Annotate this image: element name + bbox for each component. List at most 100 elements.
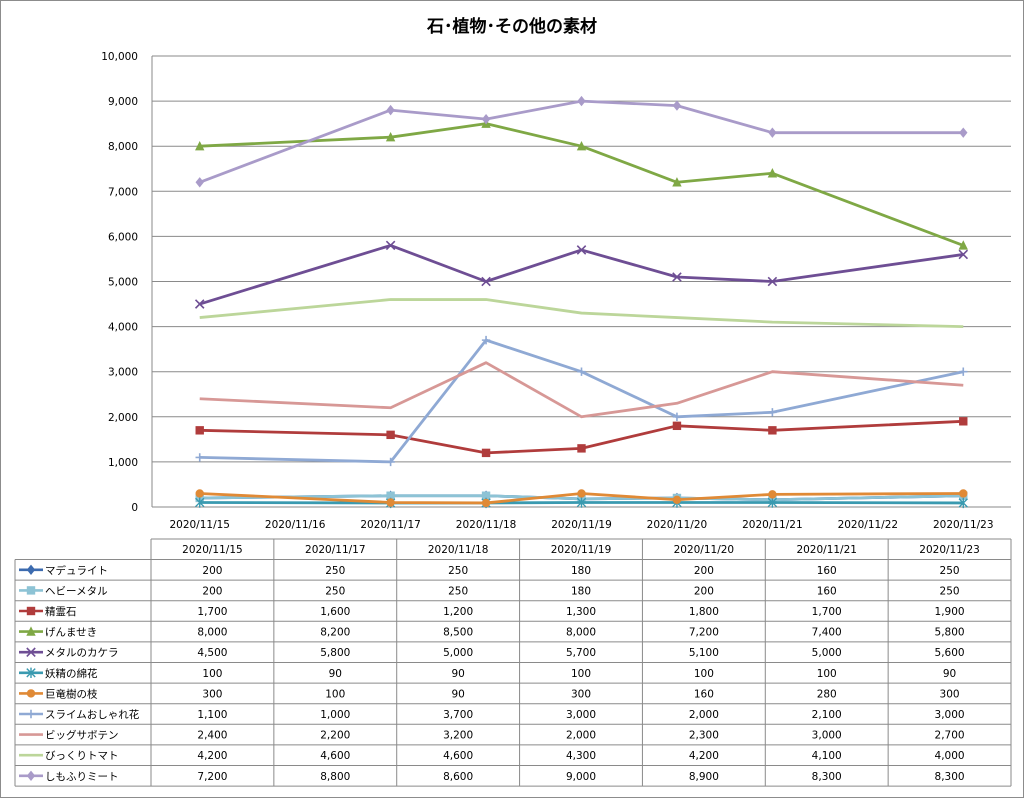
table-row-label: ヘビーメタル bbox=[45, 585, 108, 597]
data-point bbox=[577, 367, 586, 376]
table-row-label: 巨竜樹の枝 bbox=[45, 687, 98, 700]
table-cell: 8,900 bbox=[689, 771, 719, 783]
data-point bbox=[195, 177, 204, 188]
series-group bbox=[199, 361, 964, 419]
series-group bbox=[195, 118, 968, 250]
legend-key bbox=[19, 626, 43, 636]
data-point bbox=[195, 141, 205, 151]
data-point bbox=[194, 299, 205, 309]
data-point bbox=[768, 490, 777, 499]
x-tick-label: 2020/11/15 bbox=[169, 519, 230, 531]
data-point bbox=[672, 421, 682, 431]
table-cell: 100 bbox=[325, 688, 345, 700]
table-cell: 3,000 bbox=[935, 709, 965, 721]
data-point bbox=[768, 127, 777, 138]
data-point bbox=[386, 457, 395, 467]
table-cell: 4,600 bbox=[443, 750, 473, 762]
legend-marker bbox=[26, 626, 36, 636]
table-cell: 1,700 bbox=[197, 606, 227, 618]
table-cell: 2,400 bbox=[197, 730, 227, 742]
legend-marker bbox=[26, 586, 36, 595]
data-point bbox=[481, 113, 491, 125]
legend-marker bbox=[26, 647, 36, 657]
data-point bbox=[386, 498, 395, 507]
legend-marker bbox=[26, 606, 36, 616]
data-point bbox=[385, 240, 396, 251]
data-point bbox=[481, 276, 491, 287]
x-tick-label: 2020/11/20 bbox=[647, 519, 708, 531]
chart-title: 石･植物･その他の素材 bbox=[426, 16, 597, 37]
table-cell: 5,600 bbox=[935, 647, 965, 659]
table-cell: 4,200 bbox=[197, 750, 227, 762]
table-header-cell: 2020/11/19 bbox=[551, 544, 612, 556]
y-tick-label: 9,000 bbox=[108, 96, 138, 108]
table-cell: 2,300 bbox=[689, 730, 719, 742]
table-cell: 100 bbox=[817, 668, 837, 680]
data-point bbox=[958, 497, 968, 509]
table-row-label: マデュライト bbox=[45, 564, 108, 577]
x-tick-label: 2020/11/23 bbox=[933, 519, 994, 531]
data-point bbox=[767, 168, 778, 178]
y-tick-label: 5,000 bbox=[108, 277, 138, 289]
y-tick-label: 6,000 bbox=[108, 231, 138, 243]
x-tick-label: 2020/11/21 bbox=[742, 519, 803, 531]
table-cell: 300 bbox=[571, 688, 591, 700]
table-cell: 4,100 bbox=[812, 750, 842, 762]
table-row-label: 精霊石 bbox=[45, 605, 77, 618]
data-point bbox=[577, 489, 586, 498]
series-group bbox=[195, 335, 968, 467]
table-cell: 200 bbox=[202, 565, 222, 577]
data-point bbox=[958, 249, 969, 260]
legend-key bbox=[19, 667, 43, 678]
table-cell: 5,000 bbox=[812, 647, 842, 659]
table-cell: 1,200 bbox=[443, 606, 473, 618]
table-cell: 100 bbox=[694, 668, 714, 680]
table-cell: 1,300 bbox=[566, 606, 596, 618]
table-cell: 4,500 bbox=[197, 647, 227, 659]
table-cell: 8,000 bbox=[566, 627, 596, 639]
series-line bbox=[199, 298, 964, 328]
table-row-label: びっくりトマト bbox=[45, 750, 119, 762]
table-row-label: しもふりミート bbox=[45, 771, 119, 783]
data-point bbox=[576, 245, 587, 255]
series-line bbox=[199, 338, 964, 464]
legend-marker bbox=[26, 709, 36, 719]
table-cell: 100 bbox=[202, 668, 222, 680]
table-cell: 8,500 bbox=[443, 627, 473, 639]
table-cell: 250 bbox=[940, 585, 960, 597]
table-header-cell: 2020/11/18 bbox=[428, 544, 489, 556]
table-cell: 7,200 bbox=[197, 771, 227, 783]
data-point bbox=[767, 276, 778, 287]
data-point bbox=[386, 430, 395, 440]
table-cell: 4,000 bbox=[935, 750, 965, 762]
table-cell: 4,200 bbox=[689, 750, 719, 762]
data-point bbox=[577, 95, 586, 107]
table-row-label: スライムおしゃれ花 bbox=[45, 708, 140, 721]
table-cell: 5,700 bbox=[566, 647, 596, 659]
table-cell: 5,800 bbox=[935, 627, 965, 639]
series-group bbox=[199, 298, 964, 328]
table-cell: 280 bbox=[817, 688, 837, 700]
y-tick-label: 1,000 bbox=[108, 457, 138, 469]
table-header-cell: 2020/11/23 bbox=[919, 544, 980, 556]
table-cell: 1,100 bbox=[197, 709, 227, 721]
data-point bbox=[959, 127, 968, 138]
table-header-cell: 2020/11/15 bbox=[182, 544, 243, 556]
legend-key bbox=[19, 647, 43, 657]
table-cell: 160 bbox=[817, 565, 837, 577]
table-cell: 300 bbox=[202, 688, 222, 700]
table-cell: 300 bbox=[940, 688, 960, 700]
table-cell: 250 bbox=[325, 585, 345, 597]
data-point bbox=[481, 448, 491, 458]
table-cell: 90 bbox=[451, 688, 464, 700]
table-cell: 90 bbox=[943, 668, 956, 680]
table-cell: 8,300 bbox=[812, 771, 842, 783]
table-cell: 180 bbox=[571, 585, 591, 597]
data-point bbox=[959, 367, 968, 376]
data-point bbox=[195, 453, 204, 462]
y-tick-label: 3,000 bbox=[108, 367, 138, 379]
data-point bbox=[386, 491, 395, 500]
table-cell: 200 bbox=[202, 585, 222, 597]
series-line bbox=[199, 361, 964, 419]
